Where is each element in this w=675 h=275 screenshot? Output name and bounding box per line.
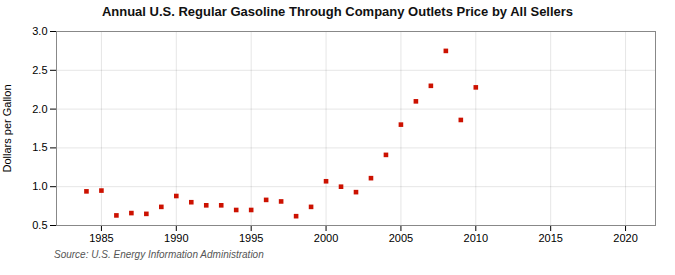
svg-text:2020: 2020 [613,232,637,244]
svg-text:1985: 1985 [89,232,113,244]
svg-text:2005: 2005 [389,232,413,244]
svg-text:Dollars per Gallon: Dollars per Gallon [1,84,13,172]
svg-text:2015: 2015 [538,232,562,244]
svg-text:3.0: 3.0 [32,25,47,37]
svg-text:1.0: 1.0 [32,180,47,192]
html-text:Annual U.S. Regular Gasoline T: Annual U.S. Regular Gasoline Through Com… [101,4,574,19]
svg-text:1990: 1990 [164,232,188,244]
html-text:Source: U.S. Energy Informatio: Source: U.S. Energy Information Administ… [54,249,264,260]
svg-text:2.5: 2.5 [32,64,47,76]
svg-text:1.5: 1.5 [32,141,47,153]
svg-text:2010: 2010 [464,232,488,244]
svg-text:0.5: 0.5 [32,219,47,231]
svg-text:1995: 1995 [239,232,263,244]
svg-text:2000: 2000 [314,232,338,244]
svg-text:2.0: 2.0 [32,103,47,115]
